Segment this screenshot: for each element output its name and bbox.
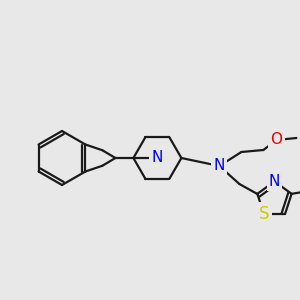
Text: N: N [152,151,163,166]
Text: S: S [259,205,269,223]
Text: N: N [214,158,225,173]
Text: N: N [269,174,280,189]
Text: O: O [270,133,282,148]
